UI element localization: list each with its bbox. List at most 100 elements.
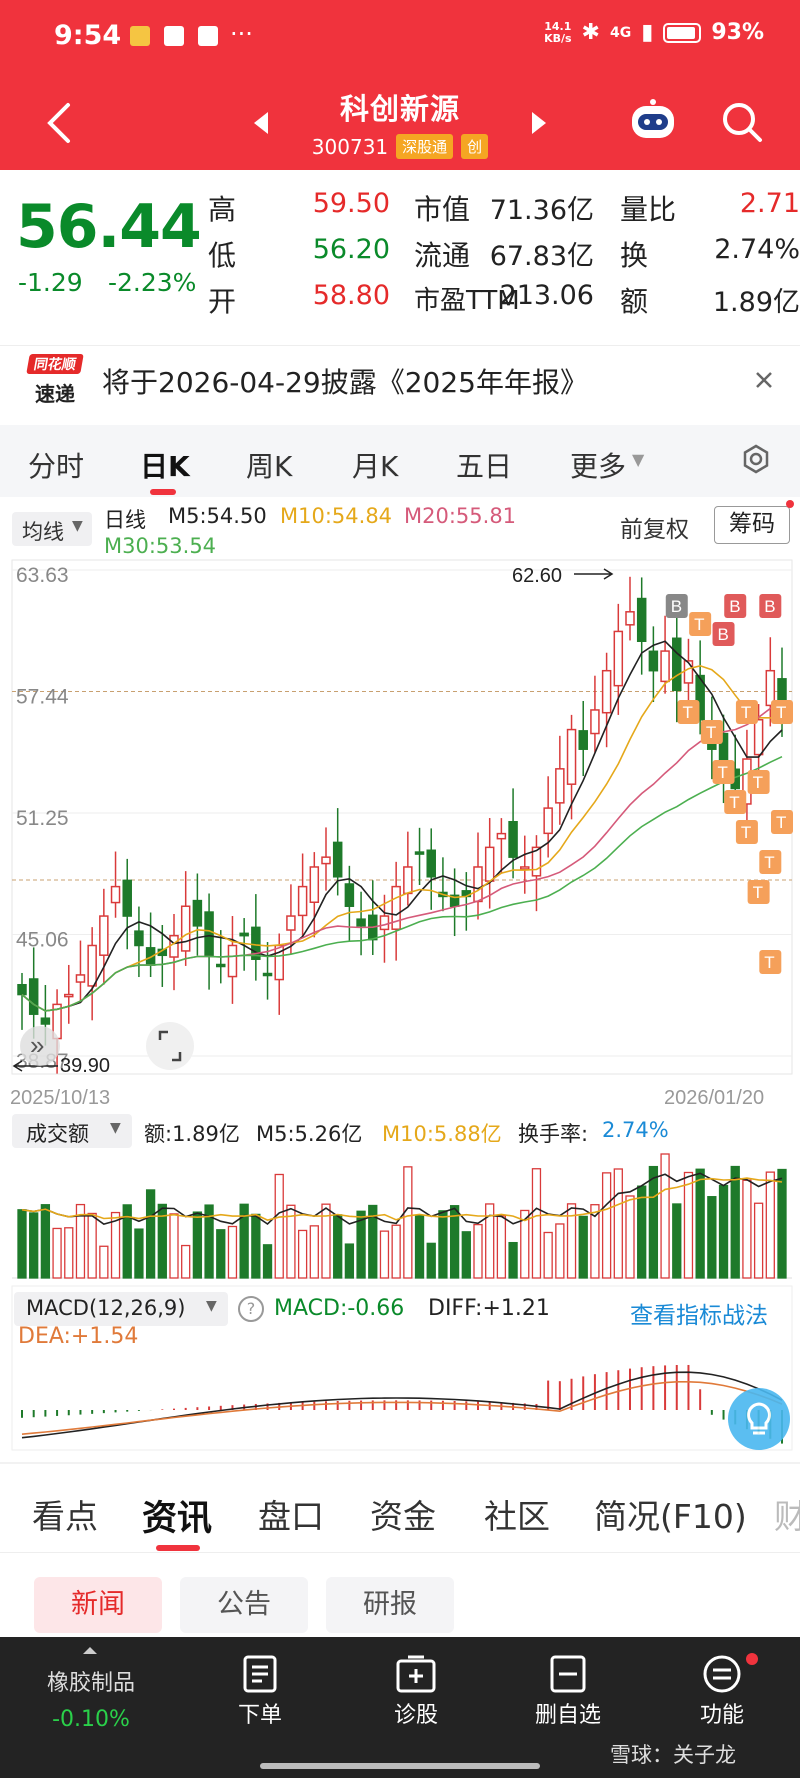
close-icon[interactable] [754,370,774,390]
low-price-label: 39.90 [60,1055,110,1077]
chevron-down-icon: ▼ [72,518,83,534]
chip-news[interactable]: 新闻 [34,1577,162,1633]
volume-bar [239,1203,249,1279]
volume-select[interactable] [12,1114,132,1148]
volume-bar [204,1204,214,1279]
help-icon[interactable]: ? [238,1296,264,1322]
settings-icon[interactable] [740,443,772,475]
network-speed: 14.1 KB/s [544,19,572,45]
volume-bar [344,1243,355,1279]
dea-value: DEA:+1.54 [18,1324,139,1349]
adjust-mode[interactable]: 前复权 [620,517,689,543]
chevron-down-icon: ▼ [632,450,645,469]
volume-bar [251,1213,261,1279]
robot-assistant-icon[interactable] [628,96,678,146]
news-text[interactable]: 将于2026-04-29披露《2025年年报》 [102,366,588,399]
detail-tab[interactable]: 盘口 [258,1497,324,1536]
candle [753,719,764,756]
signal-marker [724,790,747,814]
detail-tab[interactable]: 财 [774,1497,800,1536]
signal-marker [724,594,747,618]
detail-tab[interactable]: 社区 [484,1497,550,1536]
chart-frame [11,559,793,1075]
volume-bar [520,1209,530,1279]
search-icon[interactable] [720,100,764,144]
kline-tab[interactable]: 日K [140,450,190,483]
volume-bar [414,1214,425,1279]
detail-tab[interactable]: 资金 [370,1497,436,1536]
chip-research[interactable]: 研报 [326,1577,454,1633]
remove-watchlist-button[interactable]: 删自选 [528,1655,608,1729]
candle [379,915,390,931]
volume-bar [683,1171,694,1279]
chips-button[interactable]: 筹码 [714,506,790,544]
lightbulb-icon[interactable] [728,1388,790,1450]
back-icon[interactable] [44,102,74,144]
quote-label: 高 [208,193,237,226]
home-indicator [260,1763,540,1769]
dea-line [21,1381,783,1435]
y-tick-label: 57.44 [16,686,69,709]
kline-tab[interactable]: 分时 [28,450,85,483]
kline-tab[interactable]: 五日 [456,450,513,483]
volume-bar [695,1168,705,1279]
kline-tabs [0,425,800,497]
order-button[interactable]: 下单 [220,1655,300,1729]
sector-name[interactable]: 橡胶制品 [46,1671,135,1696]
candle [286,915,296,931]
volume-bar [122,1204,132,1279]
indicator-select[interactable] [14,1292,228,1326]
volume-bar [753,1202,764,1279]
divider [0,1462,800,1464]
signal-icon: ▮ [641,20,654,45]
daily-label: 日线 [104,508,146,532]
kline-chart[interactable]: 63.6357.4451.2545.0638.87BBBBTTTTTTTTTTT… [0,540,800,1460]
kline-tab[interactable]: 周K [246,450,293,483]
selected-tab-indicator [150,489,176,495]
volume-bar [555,1223,565,1279]
chip-announcements[interactable]: 公告 [180,1577,308,1633]
volume-bar [485,1203,495,1279]
candle [297,885,308,917]
next-stock-icon[interactable] [530,110,548,136]
functions-button[interactable]: 功能 [682,1655,762,1729]
volume-select-label: 成交额 [26,1122,89,1146]
macd-value: MACD:-0.66 [274,1296,405,1321]
news-logo: 同花顺 速递 [26,354,84,412]
candle [75,974,86,983]
signal-marker [689,612,712,636]
ma-select[interactable] [12,512,92,546]
stock-code-line: 300731 深股通 创 [0,134,800,159]
news-banner[interactable] [0,345,800,425]
candle [473,866,483,903]
detail-tab[interactable]: 简况(F10) [594,1497,747,1536]
quote-label: 市盈TTM [414,286,520,316]
volume-bar [718,1184,729,1279]
prev-stock-icon[interactable] [252,110,270,136]
high-arrow [574,568,614,580]
candle [543,807,553,835]
detail-tab[interactable]: 资讯 [142,1499,213,1539]
price-change-pct: -2.23% [108,268,197,297]
candle [555,768,565,804]
volume-bar [157,1203,167,1279]
signal-marker [759,594,782,618]
diagnose-button[interactable]: 诊股 [376,1655,456,1729]
volume-bar [543,1231,553,1279]
candle [216,963,226,968]
order-icon [243,1655,277,1693]
volume-bar [321,1203,331,1279]
volume-bar [566,1203,577,1279]
indicator-strategy-link[interactable]: 查看指标战法 [630,1303,768,1329]
detail-tab[interactable]: 看点 [32,1497,98,1536]
quote-value: 2.74% [714,234,800,265]
kline-tab[interactable]: 更多 [570,450,627,483]
candle [414,851,425,855]
signal-label: B [671,597,682,616]
volume-bar [461,1231,471,1279]
kline-tab[interactable]: 月K [352,450,399,483]
quote-value: 2.71 [739,188,800,219]
quote-value: 58.80 [312,280,390,311]
ma30-line [21,755,783,1012]
signal-marker [712,760,735,784]
